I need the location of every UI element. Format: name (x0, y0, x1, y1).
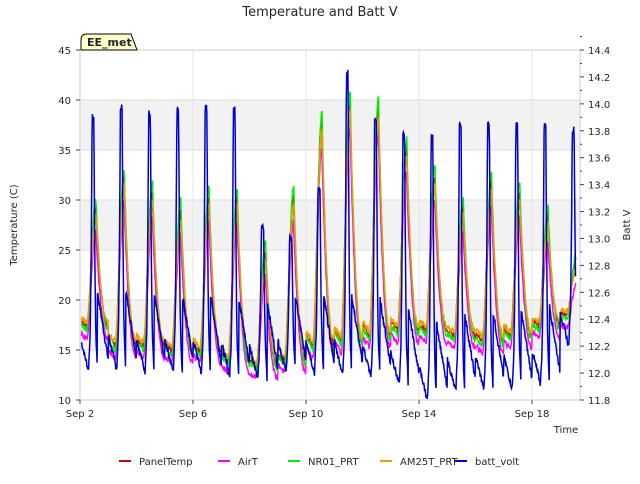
background-band (80, 100, 580, 150)
y2-tick-label: 12.8 (588, 261, 610, 272)
legend-label: batt_volt (475, 457, 519, 468)
station-label: EE_met (80, 33, 138, 51)
legend-label: AirT (238, 457, 259, 468)
x-tick-label: Sep 10 (289, 409, 324, 420)
legend-label: NR01_PRT (308, 457, 359, 468)
y-axis-label: Temperature (C) (9, 184, 20, 266)
series-line-airt (80, 128, 577, 382)
y2-tick-label: 13.2 (588, 208, 610, 219)
y2-tick-label: 13.8 (588, 127, 610, 138)
y2-tick-label: 13.0 (588, 234, 610, 245)
y2-tick-label: 12.0 (588, 369, 610, 380)
x-tick-label: Sep 6 (179, 409, 207, 420)
y-tick-label: 15 (58, 346, 71, 357)
y-tick-label: 25 (58, 246, 71, 257)
y2-tick-label: 14.0 (588, 100, 610, 111)
series-line-am25t-prt (81, 108, 577, 368)
station-label-text: EE_met (87, 36, 132, 49)
y-tick-label: 30 (58, 196, 71, 207)
y2-tick-label: 13.4 (588, 181, 610, 192)
y2-tick-label: 11.8 (588, 396, 610, 407)
y2-tick-label: 14.2 (588, 73, 610, 84)
legend-label: AM25T_PRT (400, 457, 459, 468)
station-label-box (80, 33, 138, 51)
x-tick-label: Sep 18 (515, 409, 550, 420)
background-band (80, 200, 580, 250)
legend: PanelTemp AirT NR01_PRT AM25T_PRT batt_volt (119, 457, 519, 468)
y-tick-label: 45 (58, 46, 71, 57)
y2-axis-label: Batt V (622, 209, 633, 240)
legend-label: PanelTemp (139, 457, 193, 468)
y-tick-label: 20 (58, 296, 71, 307)
y2-tick-label: 14.4 (588, 46, 610, 57)
y2-tick-label: 13.6 (588, 154, 610, 165)
chart-title: Temperature and Batt V (241, 5, 397, 20)
x-tick-label: Sep 14 (402, 409, 437, 420)
y-tick-label: 35 (58, 146, 71, 157)
y2-tick-label: 12.6 (588, 288, 610, 299)
series-line-batt-volt (80, 69, 577, 400)
x-axis-label: Time (553, 425, 578, 436)
y-tick-label: 10 (58, 396, 71, 407)
y2-tick-label: 12.4 (588, 315, 610, 326)
y2-tick-label: 12.2 (588, 342, 610, 353)
y-tick-label: 40 (58, 96, 71, 107)
x-tick-label: Sep 2 (66, 409, 94, 420)
